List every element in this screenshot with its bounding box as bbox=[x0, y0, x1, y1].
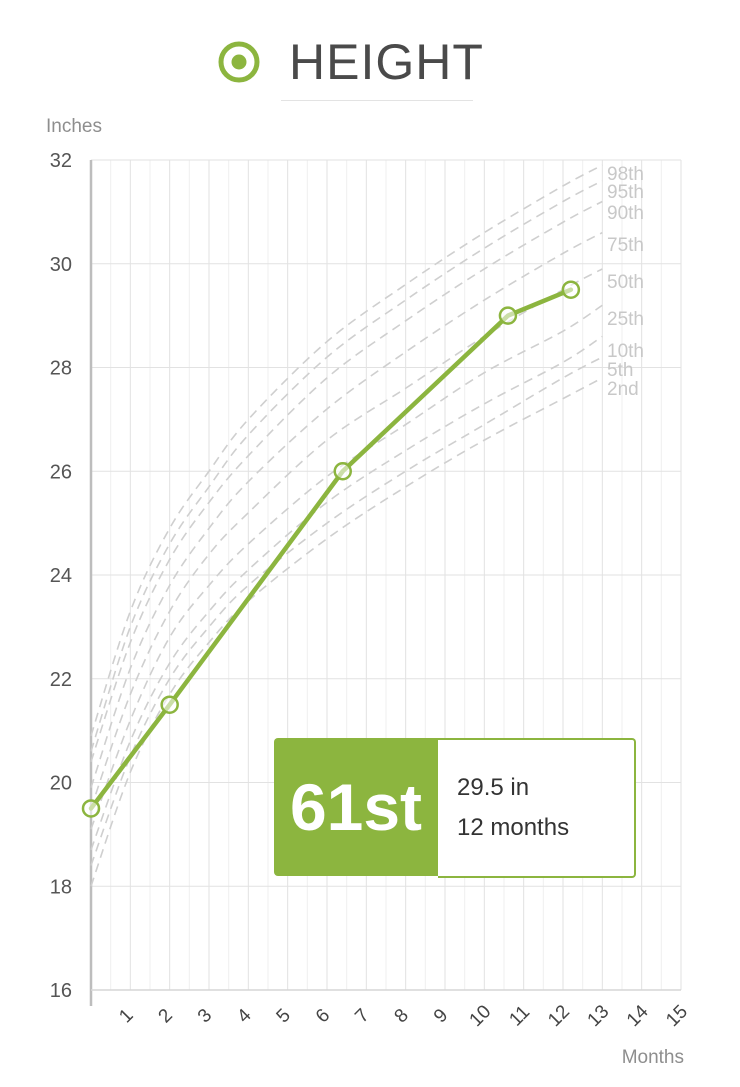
y-tick-label: 30 bbox=[50, 254, 72, 276]
x-tick-label: 2 bbox=[155, 1005, 177, 1027]
y-tick-label: 16 bbox=[50, 980, 72, 1002]
x-tick-label: 13 bbox=[584, 1001, 614, 1031]
measurement-panel: 29.5 in 12 months bbox=[438, 738, 636, 878]
x-tick-label: 12 bbox=[544, 1001, 574, 1031]
percentile-label: 5th bbox=[607, 360, 633, 381]
measurement-point bbox=[561, 280, 581, 299]
y-tick-label: 18 bbox=[50, 876, 72, 898]
percentile-label: 95th bbox=[607, 182, 644, 203]
percentile-label: 50th bbox=[607, 272, 644, 293]
x-tick-label: 10 bbox=[466, 1001, 496, 1031]
percentile-summary: 61st 29.5 in 12 months bbox=[274, 738, 638, 878]
x-tick-label: 11 bbox=[505, 1002, 534, 1031]
y-axis-label: Inches bbox=[46, 116, 102, 137]
percentile-curve bbox=[90, 335, 603, 851]
y-tick-label: 32 bbox=[50, 150, 72, 172]
page-title: HEIGHT bbox=[289, 34, 484, 90]
x-tick-label: 4 bbox=[233, 1005, 256, 1028]
x-axis-label: Months bbox=[622, 1047, 684, 1068]
x-tick-label: 6 bbox=[312, 1005, 334, 1027]
x-tick-label: 3 bbox=[194, 1005, 216, 1027]
title-divider bbox=[281, 100, 473, 101]
y-tick-label: 24 bbox=[50, 565, 72, 587]
percentile-label: 75th bbox=[607, 235, 644, 256]
x-tick-label: 5 bbox=[273, 1005, 295, 1027]
measurement-point bbox=[498, 306, 518, 325]
percentile-label: 98th bbox=[607, 164, 644, 185]
percentile-badge: 61st bbox=[274, 738, 438, 876]
x-tick-label: 1 bbox=[115, 1005, 137, 1027]
x-tick-label: 7 bbox=[351, 1005, 373, 1027]
percentile-curve bbox=[90, 356, 603, 866]
measurement-point bbox=[81, 799, 101, 818]
percentile-curve bbox=[90, 304, 603, 830]
x-tick-label: 14 bbox=[623, 1001, 653, 1031]
x-tick-label: 8 bbox=[391, 1005, 413, 1027]
percentile-label: 2nd bbox=[607, 379, 639, 400]
target-icon bbox=[218, 41, 260, 83]
percentile-label: 25th bbox=[607, 309, 644, 330]
y-tick-label: 26 bbox=[50, 461, 72, 483]
percentile-label: 10th bbox=[607, 341, 644, 362]
y-tick-label: 22 bbox=[50, 669, 72, 691]
measurement-age: 12 months bbox=[457, 814, 570, 841]
measurement-point bbox=[160, 695, 179, 714]
y-tick-label: 28 bbox=[50, 358, 72, 380]
percentile-curve bbox=[90, 200, 603, 763]
measurement-value: 29.5 in bbox=[457, 774, 530, 801]
chart-header: HEIGHT bbox=[0, 28, 740, 98]
x-tick-label: 9 bbox=[430, 1005, 452, 1027]
percentile-label: 90th bbox=[607, 203, 644, 224]
x-tick-label: 15 bbox=[662, 1001, 692, 1031]
percentile-curve bbox=[90, 231, 603, 788]
measurement-point bbox=[333, 462, 352, 481]
y-tick-label: 20 bbox=[50, 773, 72, 795]
